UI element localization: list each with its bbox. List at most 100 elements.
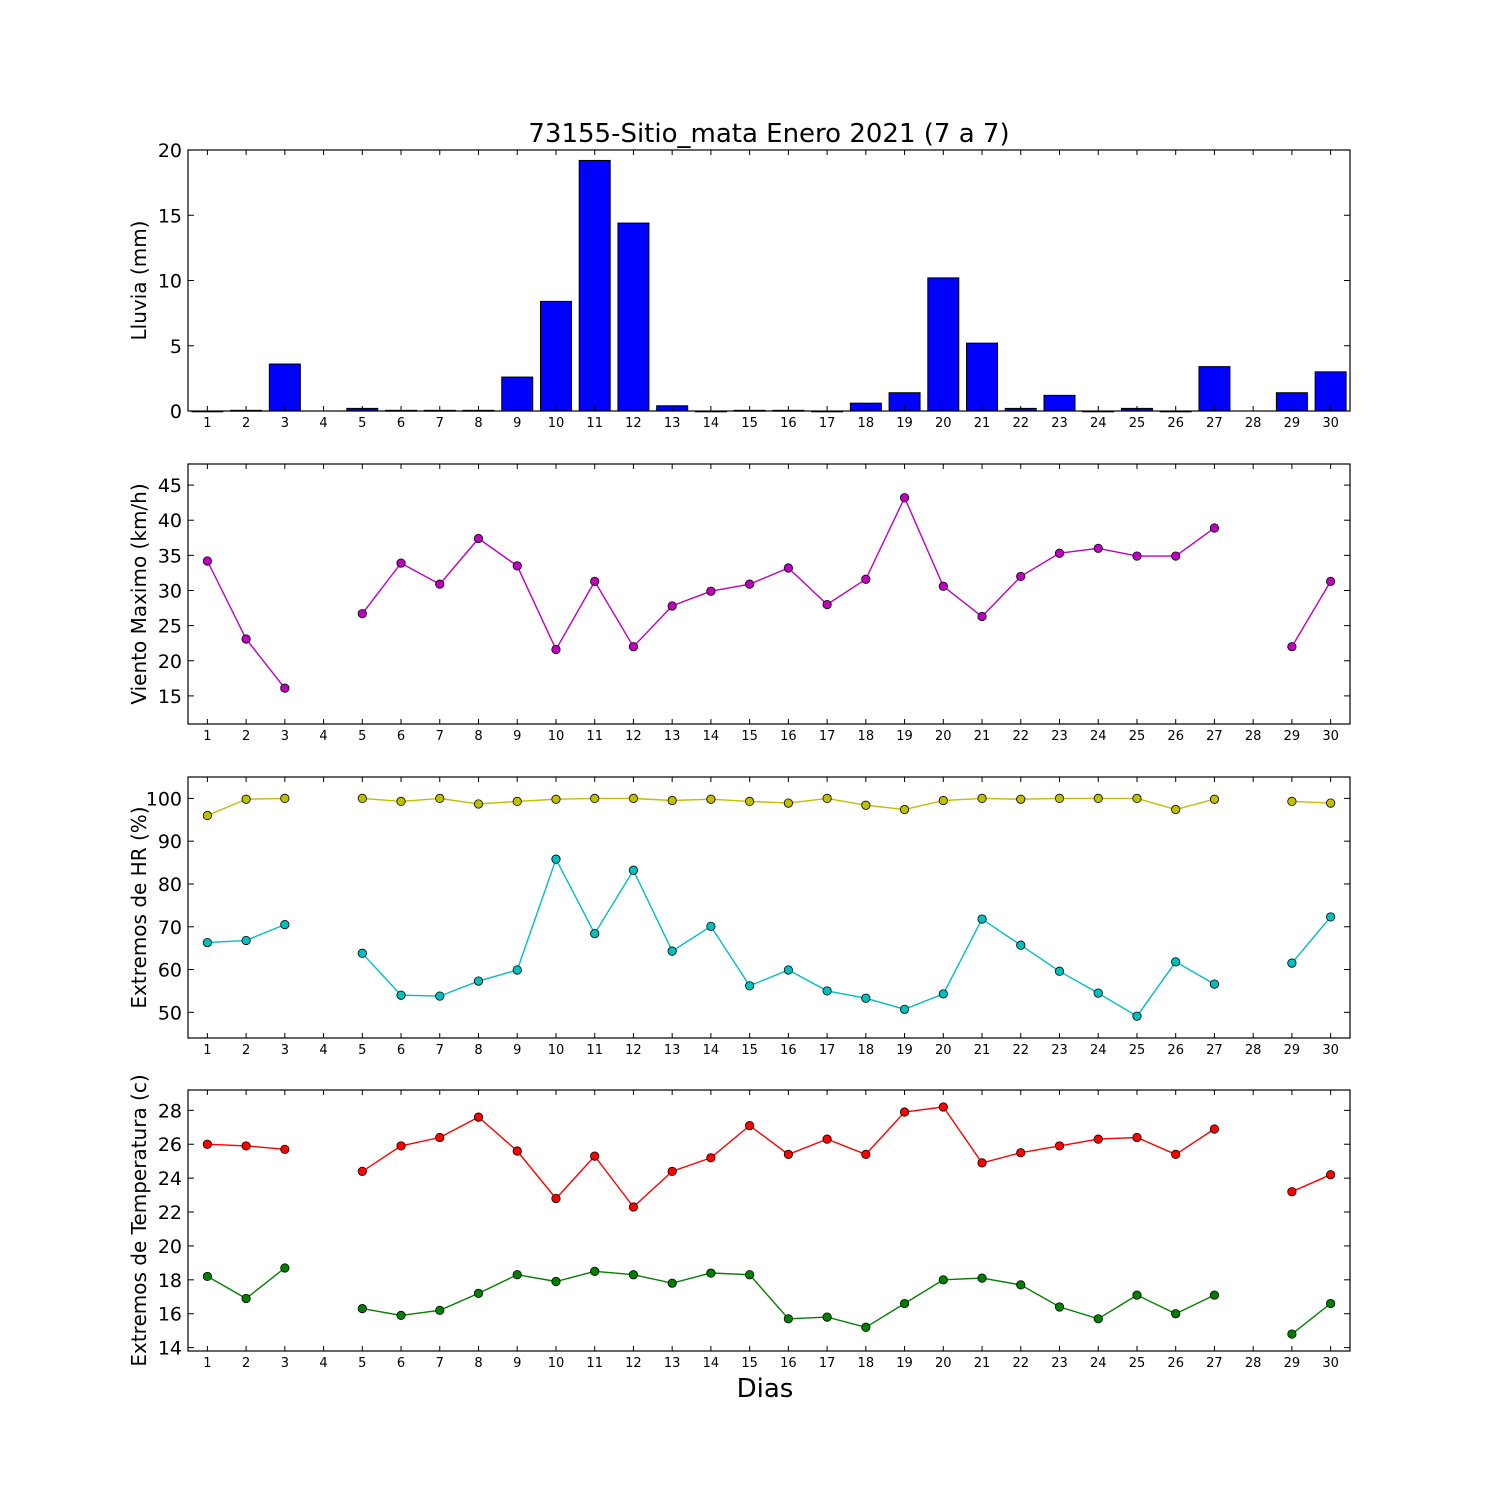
series-1-point-day-10 [551, 644, 561, 655]
xtick-label: 15 [741, 1356, 758, 1371]
xtick-label: 21 [974, 729, 991, 744]
xtick-label: 6 [397, 1356, 405, 1371]
series-1-point-day-27 [1209, 794, 1220, 804]
xtick-label: 9 [513, 1356, 521, 1371]
series-2-point-day-18 [861, 1322, 871, 1332]
ytick-label: 70 [158, 917, 182, 939]
ytick-label: 28 [158, 1100, 182, 1122]
series-1-point-day-8 [473, 1112, 484, 1122]
xtick-label: 2 [242, 729, 250, 744]
series-2-point-day-6 [396, 990, 406, 1000]
series-1-point-day-12 [628, 1202, 639, 1212]
xtick-label: 23 [1051, 1356, 1068, 1371]
xtick-label: 30 [1322, 416, 1339, 431]
bar-day-9 [501, 376, 534, 412]
ytick-label: 90 [158, 831, 182, 853]
series-1-point-day-23 [1054, 793, 1065, 803]
bar-day-11 [578, 159, 611, 412]
series-1-point-day-11 [590, 793, 600, 803]
xtick-label: 28 [1245, 416, 1262, 431]
series-2-point-day-11 [590, 1266, 600, 1276]
series-2-point-day-8 [473, 1288, 484, 1298]
series-1-point-day-20 [938, 1102, 948, 1112]
series-2-point-day-10 [551, 1276, 561, 1287]
xtick-label: 1 [203, 1356, 211, 1371]
ytick-label: 10 [158, 271, 182, 293]
xtick-label: 12 [625, 416, 642, 431]
xtick-label: 22 [1012, 729, 1029, 744]
series-2-point-day-18 [861, 993, 871, 1003]
xtick-label: 2 [242, 1356, 250, 1371]
series-1-point-day-17 [822, 793, 832, 803]
series-2-point-day-29 [1287, 1329, 1297, 1339]
series-2-point-day-24 [1093, 988, 1103, 998]
xtick-label: 4 [319, 416, 327, 431]
series-1-point-day-21 [977, 793, 987, 803]
series-2-point-day-3 [280, 920, 290, 930]
ytick-label: 35 [158, 545, 182, 567]
xtick-label: 12 [625, 1043, 642, 1058]
xtick-label: 8 [474, 1043, 482, 1058]
series-1-point-day-15 [745, 579, 755, 589]
series-1-point-day-10 [551, 1193, 561, 1204]
series-1-point-day-2 [241, 794, 251, 804]
xtick-label: 6 [397, 729, 405, 744]
series-1-point-day-19 [899, 1107, 910, 1117]
series-2-point-day-25 [1132, 1290, 1142, 1300]
series-1-point-day-27 [1209, 523, 1220, 533]
series-2-point-day-15 [745, 981, 755, 991]
series-1-point-day-18 [861, 800, 871, 810]
xtick-label: 11 [586, 416, 603, 431]
series-2-point-day-23 [1054, 1302, 1065, 1312]
xtick-label: 13 [664, 1043, 681, 1058]
series-1-point-day-27 [1209, 1124, 1220, 1134]
series-1-point-day-3 [280, 1144, 290, 1154]
xtick-label: 17 [819, 1356, 836, 1371]
ytick-label: 5 [170, 336, 182, 358]
series-2-point-day-1 [202, 1271, 212, 1282]
xtick-label: 18 [858, 729, 875, 744]
series-1-point-day-26 [1171, 1149, 1181, 1160]
series-1-point-day-8 [473, 799, 484, 809]
series-1-point-day-14 [706, 1153, 716, 1163]
xtick-label: 20 [935, 1043, 952, 1058]
xtick-label: 5 [358, 1043, 366, 1058]
xtick-label: 20 [935, 1356, 952, 1371]
ytick-label: 25 [158, 616, 182, 638]
xtick-label: 29 [1284, 1043, 1301, 1058]
series-1-point-day-18 [861, 1149, 871, 1160]
xtick-label: 6 [397, 416, 405, 431]
xtick-label: 25 [1129, 729, 1146, 744]
xtick-label: 24 [1090, 729, 1107, 744]
series-1-point-day-29 [1287, 1187, 1297, 1197]
xtick-label: 14 [703, 416, 720, 431]
series-1-point-day-21 [977, 611, 987, 622]
series-2-point-day-2 [241, 1293, 251, 1304]
plot-frame [187, 776, 1351, 1039]
bar-day-20 [927, 277, 960, 412]
series-2-point-day-20 [938, 989, 948, 999]
series-2-point-day-24 [1093, 1314, 1103, 1324]
series-2-point-day-5 [357, 1304, 367, 1314]
series-1-point-day-25 [1132, 551, 1142, 561]
xtick-label: 7 [436, 1043, 444, 1058]
xtick-label: 21 [974, 1043, 991, 1058]
xtick-label: 26 [1167, 1356, 1184, 1371]
series-1-point-day-23 [1054, 1141, 1065, 1151]
series-1-point-day-11 [590, 576, 600, 586]
xtick-label: 9 [513, 1043, 521, 1058]
xtick-label: 5 [358, 729, 366, 744]
xtick-label: 13 [664, 729, 681, 744]
series-2-point-day-7 [435, 1305, 445, 1315]
xtick-label: 2 [242, 1043, 250, 1058]
xtick-label: 27 [1206, 1356, 1223, 1371]
series-1-point-day-19 [899, 493, 910, 503]
series-2-point-day-26 [1171, 957, 1181, 967]
series-1-point-day-6 [396, 1141, 406, 1151]
series-1-line-segment-3 [1291, 800, 1331, 804]
series-1-line-segment-1 [206, 560, 286, 689]
y-axis-label: Extremos de HR (%) [127, 806, 151, 1008]
xtick-label: 19 [896, 1043, 913, 1058]
series-2-point-day-7 [435, 991, 445, 1001]
